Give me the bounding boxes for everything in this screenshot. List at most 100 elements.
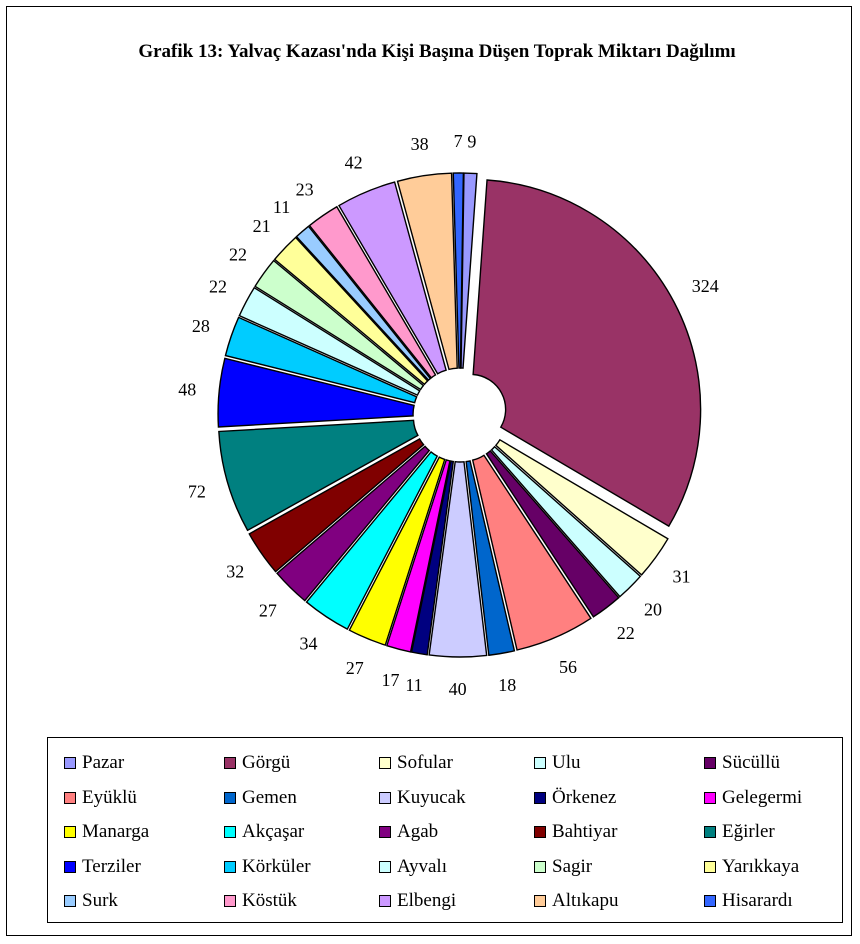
legend-label: Hisarardı — [722, 890, 793, 912]
pie-chart: 9324312022561840111727342732724828222221… — [178, 131, 719, 699]
legend-item: Kuyucak — [379, 781, 534, 816]
legend-label: Köstük — [242, 890, 297, 912]
legend-label: Gemen — [242, 786, 297, 808]
legend-swatch — [379, 895, 391, 908]
legend-label: Elbengi — [397, 890, 457, 912]
legend-label: Sofular — [397, 752, 453, 774]
legend-item: Ayvalı — [379, 850, 534, 885]
pie-slice-1 — [460, 172, 478, 369]
legend-label: Gelegermi — [722, 786, 803, 808]
legend-item: Örkenez — [534, 781, 704, 816]
legend-swatch — [534, 791, 546, 804]
legend-item: Köstük — [224, 884, 379, 919]
slice-value-label-18: 22 — [209, 276, 227, 296]
slice-value-label-5: 22 — [617, 623, 635, 643]
legend-item: Gelegermi — [704, 781, 844, 816]
slice-value-label-9: 11 — [405, 675, 422, 695]
slice-value-label-25: 7 — [454, 131, 463, 151]
slice-value-label-19: 22 — [229, 244, 247, 264]
legend-label: Surk — [82, 890, 118, 912]
legend-label: Örkenez — [552, 786, 617, 808]
legend-swatch — [64, 791, 76, 804]
legend-swatch — [224, 860, 236, 873]
legend-item: Altıkapu — [534, 884, 704, 919]
legend-swatch — [224, 757, 236, 770]
legend-label: Ayvalı — [397, 855, 447, 877]
pie-slice-15 — [218, 419, 419, 532]
legend-swatch — [379, 826, 391, 839]
pie-slice-10 — [385, 459, 451, 653]
pie-slice-22 — [308, 205, 437, 379]
legend-swatch — [224, 895, 236, 908]
legend-swatch — [704, 860, 716, 873]
pie-slice-25 — [452, 172, 465, 369]
slice-value-label-20: 21 — [253, 216, 271, 236]
slice-value-label-14: 32 — [226, 562, 244, 582]
legend-swatch — [379, 860, 391, 873]
legend-label: Eğirler — [722, 821, 775, 843]
slice-value-label-16: 48 — [178, 379, 196, 399]
legend-swatch — [224, 826, 236, 839]
legend-item: Sofular — [379, 746, 534, 781]
legend-item: Manarga — [64, 815, 224, 850]
legend-swatch — [64, 826, 76, 839]
pie-slice-6 — [471, 454, 592, 651]
slice-value-label-1: 9 — [467, 131, 476, 151]
legend-swatch — [534, 826, 546, 839]
legend-label: Manarga — [82, 821, 150, 843]
legend-item: Akçaşar — [224, 815, 379, 850]
pie-slice-24 — [396, 172, 458, 371]
slice-value-label-12: 34 — [300, 633, 318, 653]
slice-value-label-13: 27 — [259, 600, 277, 620]
slice-value-label-6: 56 — [559, 657, 577, 677]
legend-label: Ulu — [552, 752, 581, 774]
legend-label: Sagir — [552, 855, 593, 877]
legend-item: Sücüllü — [704, 746, 844, 781]
legend-swatch — [64, 757, 76, 770]
slice-value-label-3: 31 — [672, 566, 690, 586]
legend-label: Altıkapu — [552, 890, 619, 912]
legend-item: Bahtiyar — [534, 815, 704, 850]
legend-swatch — [704, 791, 716, 804]
legend-label: Pazar — [82, 752, 125, 774]
legend-swatch — [534, 860, 546, 873]
pie-slice-8 — [428, 460, 488, 658]
pie-slice-20 — [273, 236, 429, 386]
slice-value-label-2: 324 — [692, 276, 719, 296]
pie-slice-13 — [276, 445, 431, 602]
slice-value-label-22: 23 — [296, 179, 314, 199]
legend-swatch — [64, 895, 76, 908]
legend-grid: Pazar Görgü Sofular Ulu Sücüllü Eyüklü Gemen Ku… — [64, 746, 844, 919]
pie-slice-9 — [410, 460, 455, 656]
legend-item: Ulu — [534, 746, 704, 781]
pie-slice-23 — [338, 181, 447, 375]
legend-swatch — [534, 895, 546, 908]
pie-slice-2 — [472, 179, 702, 528]
pie-slice-3 — [494, 438, 669, 576]
slice-value-label-24: 38 — [411, 134, 429, 154]
chart-legend: Pazar Görgü Sofular Ulu Sücüllü Eyüklü Gemen Ku… — [47, 737, 843, 923]
pie-slice-17 — [224, 316, 418, 404]
legend-item: Terziler — [64, 850, 224, 885]
legend-item: Eğirler — [704, 815, 844, 850]
pie-slice-5 — [485, 449, 620, 618]
legend-item: Pazar — [64, 746, 224, 781]
pie-slice-19 — [254, 259, 425, 391]
legend-swatch — [534, 757, 546, 770]
slice-value-label-7: 18 — [498, 675, 516, 695]
pie-slice-21 — [295, 225, 432, 382]
legend-swatch — [704, 826, 716, 839]
legend-item: Surk — [64, 884, 224, 919]
slice-value-label-8: 40 — [449, 679, 467, 699]
pie-slice-7 — [465, 460, 516, 657]
legend-label: Akçaşar — [242, 821, 305, 843]
legend-label: Eyüklü — [82, 786, 137, 808]
pie-slice-14 — [248, 437, 425, 573]
slice-value-label-23: 42 — [345, 153, 363, 173]
slice-value-label-15: 72 — [188, 481, 206, 501]
legend-swatch — [704, 757, 716, 770]
pie-slice-16 — [217, 357, 415, 428]
legend-label: Sücüllü — [722, 752, 781, 774]
chart-frame: Grafik 13: Yalvaç Kazası'nda Kişi Başına… — [6, 6, 852, 936]
legend-item: Körküler — [224, 850, 379, 885]
